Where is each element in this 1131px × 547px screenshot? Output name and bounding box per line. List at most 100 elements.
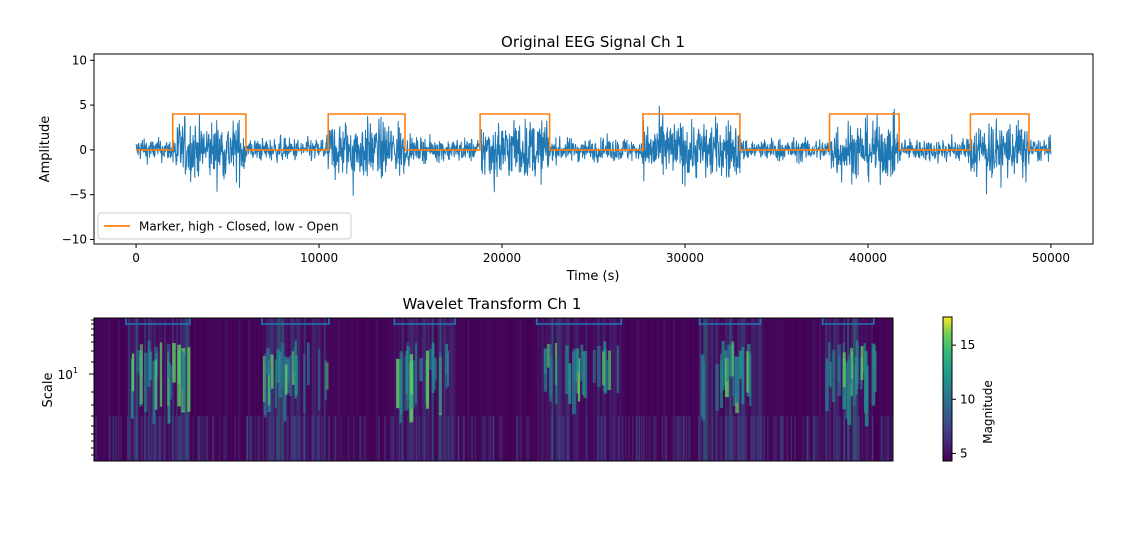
wavelet-energy-burst bbox=[842, 352, 846, 387]
wavelet-energy-burst bbox=[303, 353, 306, 414]
wavelet-column bbox=[341, 318, 344, 461]
wavelet-lowband bbox=[254, 416, 256, 461]
wavelet-column bbox=[223, 318, 226, 461]
wavelet-lowband bbox=[672, 416, 675, 461]
wavelet-lowband bbox=[406, 416, 409, 461]
wavelet-column bbox=[473, 318, 476, 461]
wavelet-lowband bbox=[126, 416, 129, 461]
wavelet-lowband bbox=[392, 416, 394, 461]
legend-label: Marker, high - Closed, low - Open bbox=[139, 220, 339, 234]
wavelet-energy-burst bbox=[847, 354, 852, 385]
wavelet-column bbox=[671, 318, 674, 461]
wavelet-lowband bbox=[653, 416, 655, 461]
wavelet-column bbox=[337, 318, 340, 461]
wavelet-lowband bbox=[163, 416, 165, 461]
wavelet-column bbox=[149, 318, 153, 461]
wavelet-column bbox=[371, 318, 374, 461]
wavelet-column bbox=[687, 318, 690, 461]
wavelet-lowband bbox=[735, 416, 737, 461]
wavelet-energy-burst bbox=[855, 356, 858, 395]
wavelet-column bbox=[579, 318, 582, 461]
wavelet-column bbox=[281, 318, 284, 461]
wavelet-column bbox=[751, 318, 754, 461]
wavelet-lowband bbox=[528, 416, 530, 461]
wavelet-lowband bbox=[318, 416, 320, 461]
wavelet-lowband bbox=[204, 416, 206, 461]
wavelet-energy-burst bbox=[166, 344, 171, 379]
wavelet-energy-burst bbox=[152, 360, 156, 424]
wavelet-lowband bbox=[363, 416, 365, 461]
wavelet-energy-burst bbox=[721, 340, 725, 390]
wavelet-lowband bbox=[95, 416, 97, 461]
wavelet-energy-burst bbox=[148, 351, 153, 380]
wavelet-column bbox=[889, 318, 892, 461]
wavelet-column bbox=[321, 318, 324, 461]
wavelet-lowband bbox=[790, 416, 792, 461]
wavelet-lowband bbox=[848, 416, 850, 461]
wavelet-lowband bbox=[155, 416, 157, 461]
wavelet-lowband bbox=[763, 416, 765, 461]
wavelet-y-axis-label: Scale bbox=[41, 373, 56, 408]
wavelet-column bbox=[509, 318, 512, 461]
wavelet-chart: Wavelet Transform Ch 1 101 Scale 5 10 15 M… bbox=[41, 295, 995, 462]
wavelet-column bbox=[351, 318, 354, 461]
wavelet-column bbox=[881, 318, 884, 461]
wavelet-lowband bbox=[814, 416, 816, 461]
wavelet-column bbox=[108, 318, 111, 461]
wavelet-lowband bbox=[493, 416, 495, 461]
colorbar-frame bbox=[942, 316, 953, 462]
wavelet-column bbox=[777, 318, 780, 461]
eeg-y-axis: −10 −5 0 5 10 bbox=[62, 53, 94, 247]
wavelet-column bbox=[249, 318, 252, 461]
wavelet-lowband bbox=[638, 416, 640, 461]
wavelet-column bbox=[517, 318, 520, 461]
wavelet-column bbox=[673, 318, 676, 461]
wavelet-column bbox=[114, 318, 117, 461]
wavelet-lowband bbox=[551, 416, 553, 461]
wavelet-energy-burst bbox=[267, 360, 271, 406]
wavelet-energy-burst bbox=[543, 348, 547, 375]
wavelet-lowband bbox=[628, 416, 630, 461]
wavelet-lowband bbox=[604, 416, 606, 461]
wavelet-lowband bbox=[719, 416, 721, 461]
wavelet-energy-burst bbox=[280, 342, 285, 387]
wavelet-y-tick-label: 101 bbox=[58, 366, 78, 382]
wavelet-lowband bbox=[438, 416, 441, 461]
wavelet-energy-burst bbox=[583, 351, 588, 398]
wavelet-column bbox=[745, 318, 748, 461]
wavelet-lowband bbox=[648, 416, 650, 461]
wavelet-column bbox=[251, 318, 254, 461]
wavelet-column bbox=[637, 318, 640, 461]
wavelet-column bbox=[118, 318, 121, 461]
wavelet-column bbox=[253, 318, 256, 461]
wavelet-column bbox=[631, 318, 634, 461]
wavelet-lowband bbox=[573, 416, 575, 461]
wavelet-lowband bbox=[443, 416, 445, 461]
wavelet-column bbox=[219, 318, 222, 461]
wavelet-lowband bbox=[178, 416, 181, 461]
wavelet-lowband bbox=[601, 416, 603, 461]
wavelet-column bbox=[779, 318, 782, 461]
wavelet-lowband bbox=[880, 416, 882, 461]
wavelet-column bbox=[815, 318, 818, 461]
eeg-x-tick-label: 20000 bbox=[483, 251, 521, 265]
wavelet-lowband bbox=[872, 416, 874, 461]
wavelet-energy-burst bbox=[278, 352, 283, 398]
wavelet-energy-burst bbox=[845, 361, 849, 419]
wavelet-column bbox=[475, 318, 478, 461]
wavelet-lowband bbox=[526, 416, 528, 461]
wavelet-lowband bbox=[566, 416, 569, 461]
wavelet-energy-burst bbox=[429, 348, 433, 370]
wavelet-column bbox=[709, 318, 712, 461]
colorbar-tick-label: 5 bbox=[960, 446, 968, 460]
wavelet-column bbox=[647, 318, 650, 461]
wavelet-energy-burst bbox=[731, 341, 734, 376]
wavelet-energy-burst bbox=[187, 347, 191, 412]
wavelet-lowband bbox=[206, 416, 208, 461]
wavelet-lowband bbox=[682, 416, 684, 461]
wavelet-column bbox=[207, 318, 211, 461]
wavelet-column bbox=[451, 318, 454, 461]
wavelet-lowband bbox=[202, 416, 204, 461]
wavelet-column bbox=[593, 318, 596, 461]
wavelet-column bbox=[133, 318, 137, 461]
